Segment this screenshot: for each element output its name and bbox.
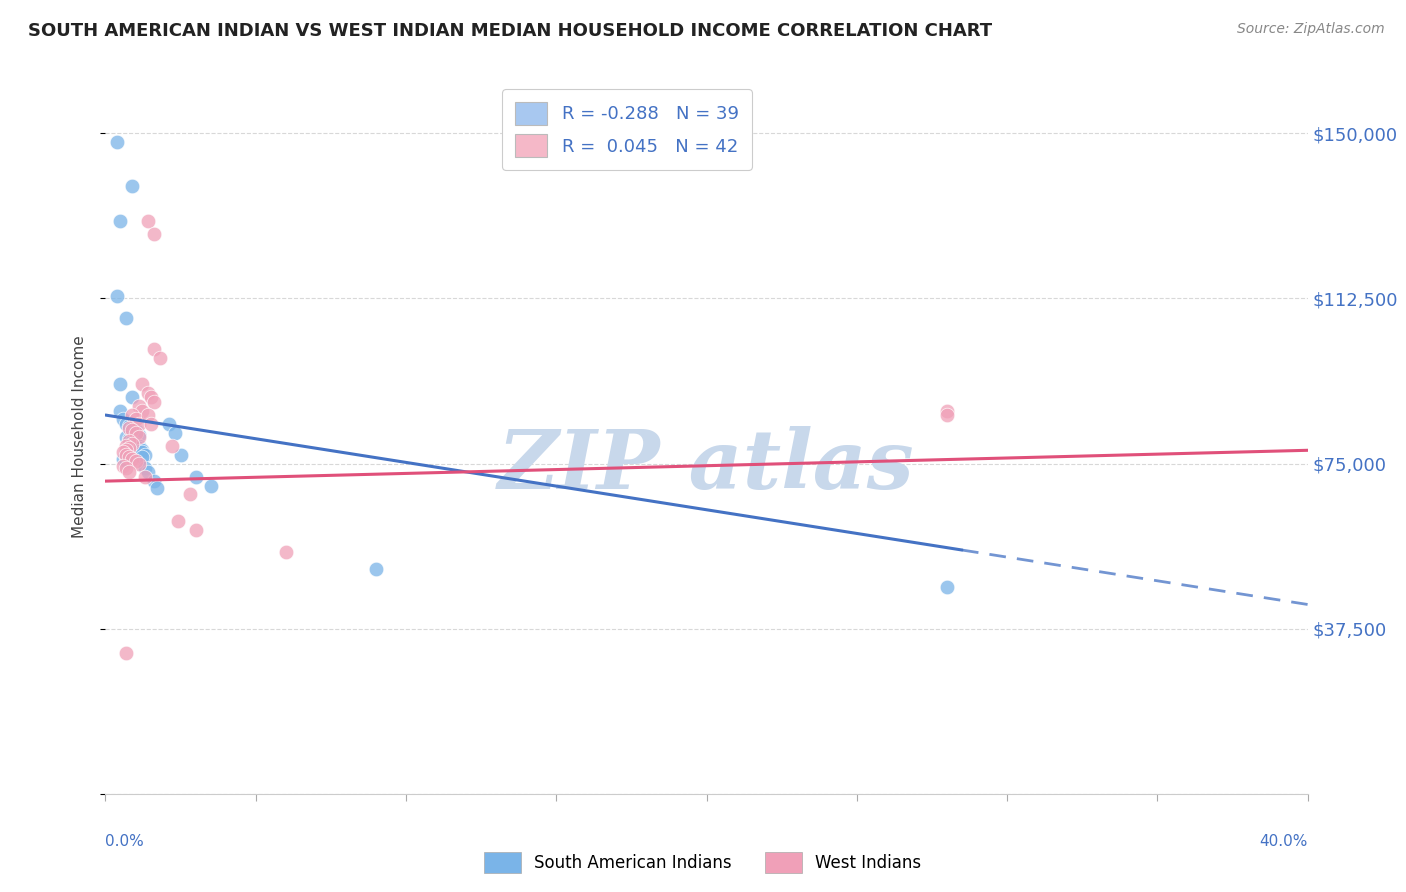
Point [136,408,159,422]
Point [169,448,191,462]
Point [364,562,387,576]
Point [128,417,150,431]
Point [118,419,141,434]
Y-axis label: Median Household Income: Median Household Income [72,335,87,539]
Point [136,386,159,401]
Point [131,377,153,392]
Point [115,417,138,431]
Text: 0.0%: 0.0% [105,834,145,849]
Point [124,425,146,440]
Point [142,394,165,409]
Point [115,461,138,475]
Point [110,403,132,417]
Point [118,434,141,449]
Point [148,351,170,365]
Point [131,403,153,417]
Point [200,478,222,492]
Point [115,443,138,458]
Point [134,448,156,462]
Text: ZIP atlas: ZIP atlas [498,425,915,506]
Point [142,474,165,488]
Point [936,408,959,422]
Point [118,450,141,464]
Point [136,466,159,480]
Point [136,214,159,228]
Point [139,391,162,405]
Point [124,412,146,426]
Point [142,227,165,242]
Point [124,439,146,453]
Point [121,421,143,435]
Point [139,417,162,431]
Point [121,391,143,405]
Point [118,432,141,446]
Point [118,441,141,455]
Point [124,424,146,438]
Point [118,421,141,435]
Point [142,342,165,356]
Text: SOUTH AMERICAN INDIAN VS WEST INDIAN MEDIAN HOUSEHOLD INCOME CORRELATION CHART: SOUTH AMERICAN INDIAN VS WEST INDIAN MED… [28,22,993,40]
Point [179,487,201,501]
Point [184,523,207,537]
Point [110,377,132,392]
Point [112,445,135,459]
Point [134,461,156,475]
Point [166,514,188,528]
Point [110,214,132,228]
Point [124,425,146,440]
Point [157,417,180,431]
Point [145,481,167,495]
Point [128,430,150,444]
Point [936,580,959,594]
Text: Source: ZipAtlas.com: Source: ZipAtlas.com [1237,22,1385,37]
Point [121,179,143,194]
Point [128,439,150,453]
Point [115,646,138,660]
Legend: R = -0.288   N = 39, R =  0.045   N = 42: R = -0.288 N = 39, R = 0.045 N = 42 [502,89,752,170]
Point [107,135,129,149]
Point [115,311,138,326]
Point [124,454,146,468]
Point [160,439,183,453]
Point [121,436,143,450]
Point [274,544,297,558]
Point [131,445,153,459]
Point [128,428,150,442]
Point [121,452,143,467]
Point [936,403,959,417]
Point [115,430,138,444]
Point [163,425,186,440]
Point [121,424,143,438]
Point [184,469,207,483]
Text: 40.0%: 40.0% [1260,834,1308,849]
Point [115,448,138,462]
Point [107,289,129,303]
Point [112,412,135,426]
Point [134,469,156,483]
Point [112,458,135,473]
Point [128,399,150,413]
Point [112,452,135,467]
Point [128,441,150,455]
Point [118,466,141,480]
Point [131,443,153,458]
Point [121,434,143,449]
Point [131,450,153,464]
Point [115,454,138,468]
Point [124,436,146,450]
Legend: South American Indians, West Indians: South American Indians, West Indians [478,846,928,880]
Point [128,457,150,471]
Point [115,439,138,453]
Point [121,408,143,422]
